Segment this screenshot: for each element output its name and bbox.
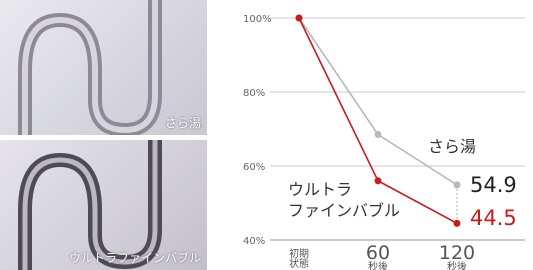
y-tick-label: 100% <box>243 14 272 25</box>
series-line <box>299 18 457 185</box>
x-tick-label: 120 秒後 <box>427 244 487 270</box>
data-point <box>296 15 303 22</box>
y-tick-label: 80% <box>243 88 265 99</box>
y-tick-label: 60% <box>243 162 265 173</box>
series-label: ウルトラ ファインバブル <box>288 180 400 222</box>
data-point <box>454 181 461 188</box>
x-tick-label: 初期 状態 <box>269 250 329 270</box>
data-point <box>454 220 461 227</box>
value-label: 44.5 <box>470 206 517 230</box>
data-point <box>375 131 382 138</box>
page: さら湯 ウルトラファインバブル 40%60%80%100%54.944.5 初期… <box>0 0 533 270</box>
value-label: 54.9 <box>470 173 517 197</box>
chart: 40% 60% 80% 100% 54.9 44.5 <box>0 0 533 270</box>
x-tick-label: 60 秒後 <box>348 244 408 270</box>
y-tick-label: 40% <box>243 236 265 247</box>
series-label: さら湯 <box>428 137 476 158</box>
